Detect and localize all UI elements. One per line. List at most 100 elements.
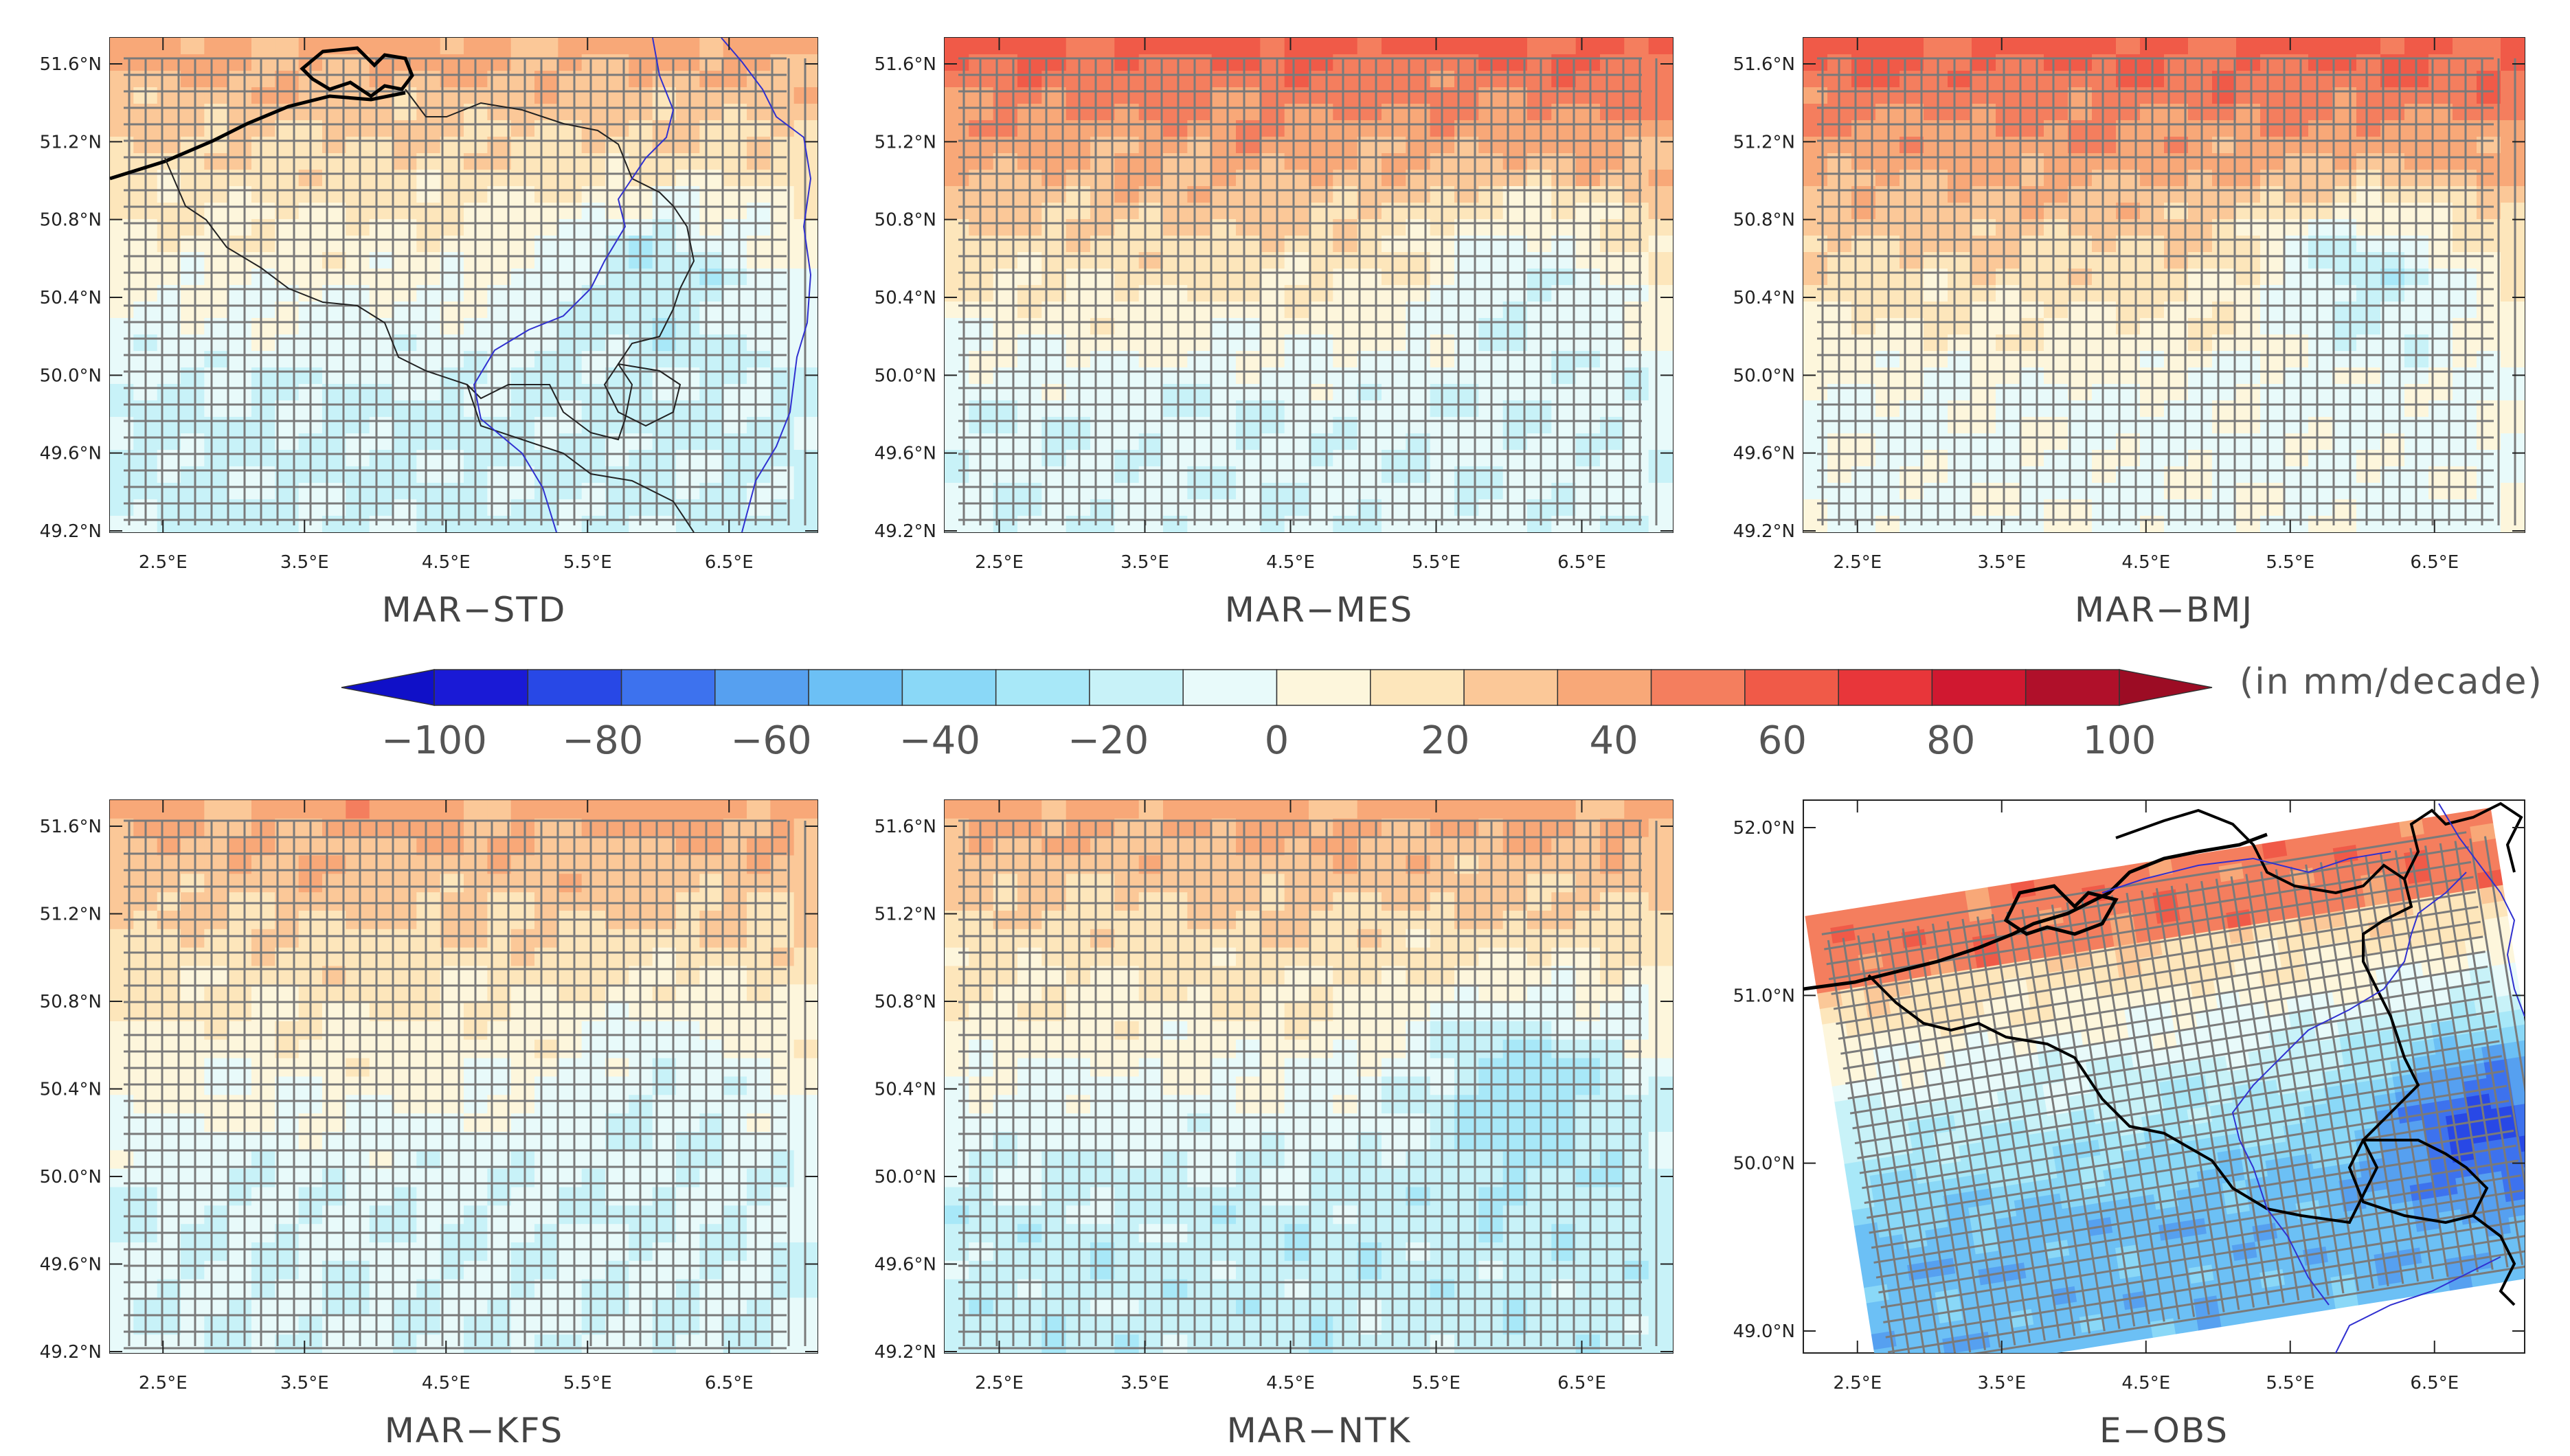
trend-cell <box>1236 318 1261 335</box>
trend-cell <box>1333 219 1357 236</box>
trend-cell <box>1163 351 1188 368</box>
trend-cell <box>1285 1205 1309 1224</box>
trend-cell <box>723 54 747 71</box>
trend-cell <box>1212 856 1237 874</box>
trend-cell <box>699 874 723 892</box>
trend-cell <box>676 170 700 187</box>
trend-cell <box>1972 351 1996 368</box>
trend-cell <box>747 856 771 874</box>
trend-cell <box>1163 1298 1188 1317</box>
trend-cell <box>1357 1077 1382 1095</box>
trend-cell <box>1139 1187 1164 1206</box>
trend-cell <box>747 351 771 368</box>
trend-cell <box>2212 153 2237 170</box>
trend-cell <box>2044 450 2069 467</box>
trend-cell <box>1649 203 1673 220</box>
trend-cell <box>1527 984 1552 1003</box>
trend-cell <box>181 252 205 269</box>
trend-cell <box>251 856 275 874</box>
trend-cell <box>2044 170 2069 187</box>
trend-cell <box>204 516 228 533</box>
trend-cell <box>1900 318 1924 335</box>
colorbar-tick-label: 80 <box>1926 718 1975 763</box>
trend-cell <box>2188 170 2213 187</box>
trend-cell <box>2260 71 2285 88</box>
colorbar-swatch <box>528 670 621 705</box>
trend-cell <box>1900 87 1924 104</box>
trend-cell <box>2020 186 2044 203</box>
trend-cell <box>2068 499 2093 516</box>
trend-cell <box>1357 367 1382 385</box>
trend-cell <box>157 1169 181 1187</box>
trend-cell <box>1600 269 1625 286</box>
trend-cell <box>676 285 700 302</box>
trend-cell <box>511 1113 535 1132</box>
trend-cell <box>747 137 771 154</box>
trend-cell <box>204 1298 228 1317</box>
trend-cell <box>1996 186 2020 203</box>
trend-cell <box>1972 104 1996 121</box>
trend-cell <box>1624 54 1649 71</box>
trend-cell <box>2260 466 2285 484</box>
trend-cell <box>747 1113 771 1132</box>
trend-cell <box>676 892 700 911</box>
trend-cell <box>2284 54 2309 71</box>
trend-cell <box>1551 929 1576 948</box>
trend-cell <box>275 219 299 236</box>
trend-cell <box>110 219 134 236</box>
trend-cell <box>582 104 606 121</box>
trend-cell <box>1972 170 1996 187</box>
trend-cell <box>1649 87 1673 104</box>
trend-cell <box>2236 302 2261 319</box>
trend-cell <box>275 203 299 220</box>
trend-cell <box>1114 1261 1139 1279</box>
trend-cell <box>1803 71 1828 88</box>
trend-cell <box>1948 318 1972 335</box>
trend-cell <box>534 71 559 88</box>
trend-cell <box>1187 367 1212 385</box>
trend-cell <box>1163 384 1188 401</box>
trend-cell <box>1114 1169 1139 1187</box>
trend-cell <box>1454 800 1479 819</box>
trend-cell <box>251 433 275 451</box>
trend-cell <box>1924 483 1948 500</box>
trend-cell <box>1139 984 1164 1003</box>
trend-cell <box>110 417 134 434</box>
trend-cell <box>1139 384 1164 401</box>
trend-cell <box>1114 120 1139 137</box>
trend-cell <box>699 269 723 286</box>
trend-cell <box>1624 1169 1649 1187</box>
trend-cell <box>370 384 394 401</box>
trend-cell <box>110 1169 134 1187</box>
trend-cell <box>1600 1298 1625 1317</box>
trend-cell <box>1972 400 1996 418</box>
trend-cell <box>747 153 771 170</box>
trend-cell <box>511 367 535 385</box>
trend-cell <box>2236 186 2261 203</box>
trend-cell <box>2092 285 2117 302</box>
trend-cell <box>511 400 535 418</box>
trend-cell <box>110 1334 134 1353</box>
trend-cell <box>605 334 629 352</box>
trend-cell <box>110 384 134 401</box>
trend-cell <box>1285 400 1309 418</box>
trend-cell <box>582 1261 606 1279</box>
trend-cell <box>228 800 252 819</box>
trend-cell <box>1260 104 1285 121</box>
trend-cell <box>2236 203 2261 220</box>
trend-cell <box>370 252 394 269</box>
trend-cell <box>770 1261 794 1279</box>
trend-cell <box>770 384 794 401</box>
trend-cell <box>1163 1187 1188 1206</box>
trend-cell <box>770 516 794 533</box>
trend-cell <box>1551 153 1576 170</box>
trend-cell <box>1309 874 1333 892</box>
trend-cell <box>1139 137 1164 154</box>
trend-cell <box>1551 1095 1576 1113</box>
trend-cell <box>370 1205 394 1224</box>
trend-cell <box>534 483 559 500</box>
trend-cell <box>1187 186 1212 203</box>
trend-cell <box>228 499 252 516</box>
trend-cell <box>1260 1187 1285 1206</box>
trend-cell <box>1948 285 1972 302</box>
